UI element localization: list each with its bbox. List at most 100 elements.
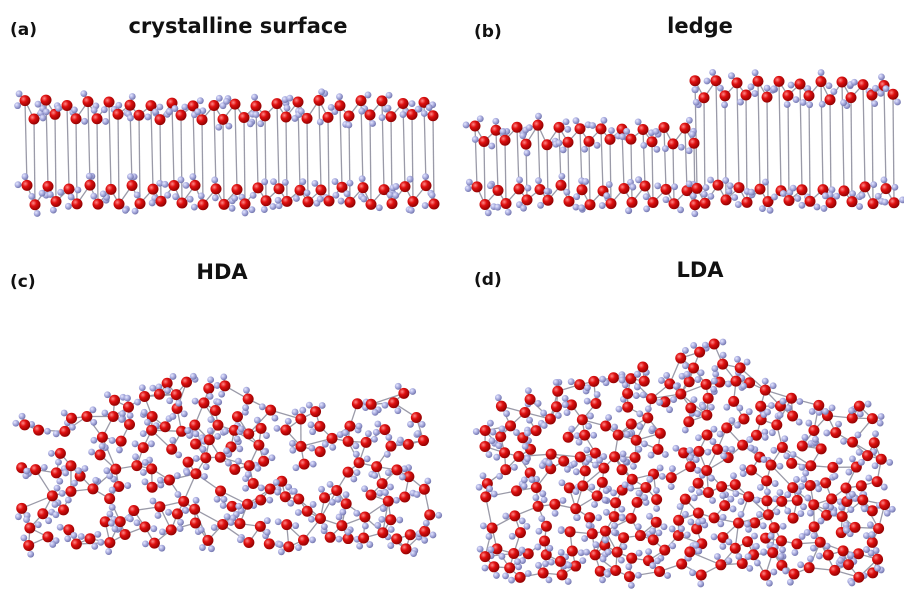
hydrogen-atom [299, 178, 306, 185]
oxygen-atom [805, 480, 816, 491]
hydrogen-atom [365, 430, 372, 437]
oxygen-atom [244, 460, 255, 471]
hydrogen-atom [780, 398, 787, 405]
oxygen-atom [203, 383, 214, 394]
hydrogen-atom [287, 500, 294, 507]
oxygen-atom [315, 446, 326, 457]
hydrogen-atom [250, 192, 257, 199]
oxygen-atom [837, 76, 848, 87]
hydrogen-atom [840, 438, 847, 445]
oxygen-atom [776, 496, 787, 507]
hydrogen-atom [274, 425, 281, 432]
hydrogen-atom [762, 434, 769, 441]
hydrogen-atom [236, 445, 243, 452]
hydrogen-atom [736, 405, 743, 412]
hydrogen-atom [211, 524, 218, 531]
hydrogen-atom [385, 469, 392, 476]
oxygen-atom [847, 412, 858, 423]
oxygen-atom [711, 75, 722, 86]
hydrogen-atom [495, 394, 502, 401]
hydrogen-atom [15, 513, 22, 520]
oxygen-atom [85, 533, 96, 544]
oxygen-atom [16, 503, 27, 514]
bond [307, 118, 308, 201]
oxygen-atom [500, 464, 511, 475]
hydrogen-atom [141, 409, 148, 416]
hydrogen-atom [596, 457, 603, 464]
bond [256, 106, 258, 188]
hydrogen-atom [254, 465, 261, 472]
oxygen-atom [787, 410, 798, 421]
hydrogen-atom [535, 400, 542, 407]
hydrogen-atom [691, 396, 698, 403]
hydrogen-atom [574, 514, 581, 521]
hydrogen-atom [353, 451, 360, 458]
hydrogen-atom [422, 202, 429, 209]
oxygen-atom [618, 532, 629, 543]
hydrogen-atom [677, 503, 684, 510]
hydrogen-atom [816, 553, 823, 560]
hydrogen-atom [785, 405, 792, 412]
hydrogen-atom [797, 561, 804, 568]
oxygen-atom [500, 135, 511, 146]
hydrogen-atom [35, 101, 42, 108]
oxygen-atom [638, 124, 649, 135]
oxygen-atom [816, 76, 827, 87]
hydrogen-atom [772, 480, 779, 487]
bond [97, 119, 98, 204]
hydrogen-atom [309, 428, 316, 435]
hydrogen-atom [522, 443, 529, 450]
hydrogen-atom [735, 553, 742, 560]
oxygen-atom [314, 421, 325, 432]
oxygen-atom [419, 484, 430, 495]
oxygen-atom [701, 379, 712, 390]
oxygen-atom [135, 198, 146, 209]
oxygen-atom [83, 96, 94, 107]
oxygen-atom [691, 523, 702, 534]
hydrogen-atom [174, 491, 181, 498]
hydrogen-atom [823, 502, 830, 509]
oxygen-atom [314, 95, 325, 106]
hydrogen-atom [496, 442, 503, 449]
oxygen-atom [881, 183, 892, 194]
oxygen-atom [692, 183, 703, 194]
hydrogen-atom [144, 419, 151, 426]
hydrogen-atom [586, 522, 593, 529]
oxygen-atom [741, 89, 752, 100]
hydrogen-atom [649, 527, 656, 534]
oxygen-atom [42, 531, 53, 542]
oxygen-atom [172, 508, 183, 519]
oxygen-atom [873, 523, 884, 534]
oxygen-atom [631, 435, 642, 446]
hydrogen-atom [634, 384, 641, 391]
oxygen-atom [371, 461, 382, 472]
bond [55, 114, 56, 201]
oxygen-atom [673, 515, 684, 526]
bond [863, 85, 865, 187]
oxygen-atom [232, 411, 243, 422]
hydrogen-atom [263, 432, 270, 439]
hydrogen-atom [292, 522, 299, 529]
oxygen-atom [746, 464, 757, 475]
hydrogen-atom [656, 529, 663, 536]
hydrogen-atom [345, 122, 352, 129]
hydrogen-atom [318, 88, 325, 95]
hydrogen-atom [127, 173, 134, 180]
hydrogen-atom [44, 428, 51, 435]
hydrogen-atom [720, 514, 727, 521]
oxygen-atom [600, 421, 611, 432]
oxygen-atom [361, 437, 372, 448]
bonds [16, 72, 903, 585]
oxygen-atom [577, 184, 588, 195]
hydrogen-atom [599, 202, 606, 209]
oxygen-atom [651, 494, 662, 505]
hydrogen-atom [760, 522, 767, 529]
bond [412, 114, 413, 201]
hydrogen-atom [362, 523, 369, 530]
hydrogen-atom [86, 173, 93, 180]
hydrogen-atom [225, 460, 232, 467]
hydrogen-atom [874, 565, 881, 572]
bond [88, 102, 90, 185]
hydrogen-atom [784, 101, 791, 108]
hydrogen-atom [590, 432, 597, 439]
